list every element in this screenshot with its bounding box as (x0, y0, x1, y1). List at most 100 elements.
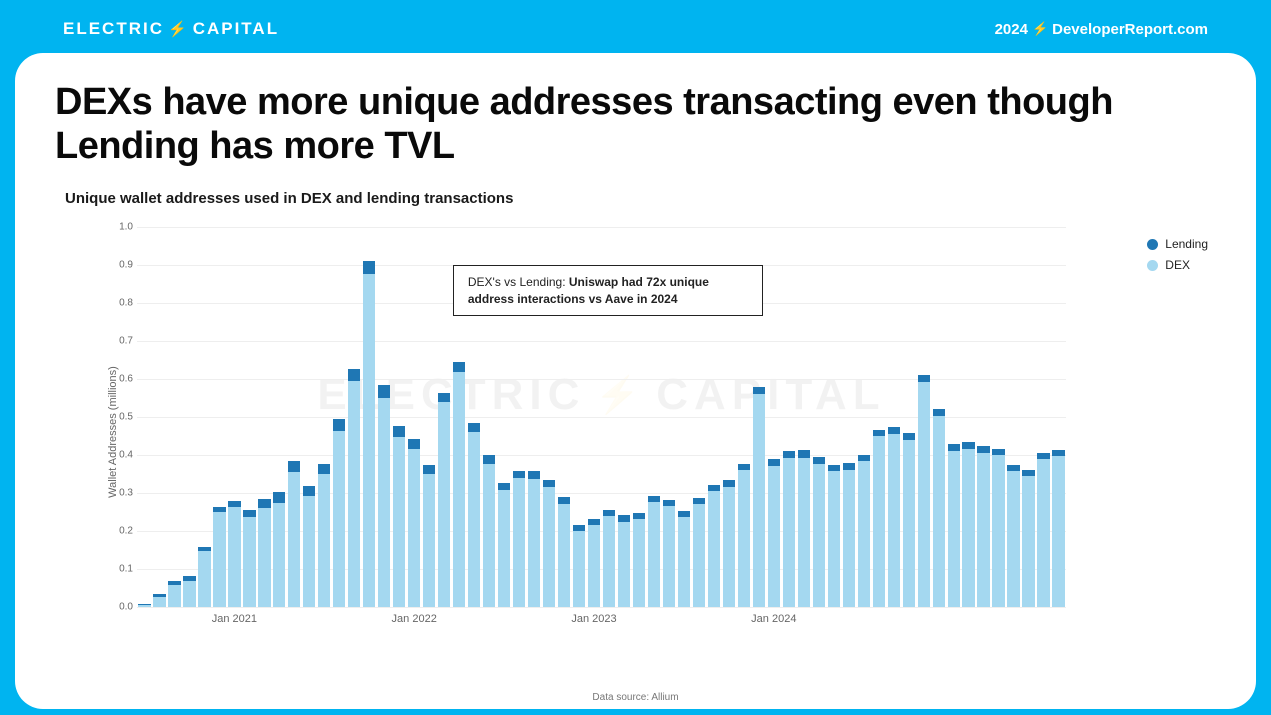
y-tick-label: 0.9 (103, 260, 133, 271)
bar-segment-dex (513, 478, 525, 607)
bar-slot (811, 227, 826, 607)
bar-segment-dex (213, 512, 225, 607)
y-tick-label: 0.4 (103, 450, 133, 461)
brand-left: ELECTRIC (63, 19, 164, 39)
bar-stack (888, 227, 900, 607)
bar-segment-dex (438, 402, 450, 607)
bar-slot (961, 227, 976, 607)
bar-slot (766, 227, 781, 607)
bar-slot (916, 227, 931, 607)
bar-segment-lending (543, 480, 555, 487)
bar-segment-dex (693, 504, 705, 607)
legend: Lending DEX (1147, 237, 1208, 279)
bar-segment-dex (723, 487, 735, 608)
bar-slot (272, 227, 287, 607)
bar-slot (227, 227, 242, 607)
bar-stack (828, 227, 840, 607)
bar-segment-dex (918, 382, 930, 607)
bar-segment-dex (483, 464, 495, 608)
bar-segment-dex (798, 458, 810, 608)
y-tick-label: 0.6 (103, 374, 133, 385)
chart-subtitle: Unique wallet addresses used in DEX and … (65, 190, 1216, 207)
bar-segment-dex (708, 491, 720, 607)
bar-segment-lending (528, 471, 540, 479)
bar-segment-dex (1052, 456, 1064, 607)
grid-line (137, 607, 1066, 608)
legend-item: Lending (1147, 237, 1208, 251)
bar-segment-lending (453, 362, 465, 372)
bar-slot (991, 227, 1006, 607)
bar-stack (423, 227, 435, 607)
content-card: DEXs have more unique addresses transact… (15, 53, 1256, 709)
bar-segment-lending (888, 427, 900, 434)
bar-stack (918, 227, 930, 607)
bar-stack (168, 227, 180, 607)
bar-segment-lending (408, 439, 420, 450)
bar-slot (1036, 227, 1051, 607)
bar-stack (813, 227, 825, 607)
legend-swatch (1147, 239, 1158, 250)
bar-slot (886, 227, 901, 607)
bolt-icon: ⚡ (1032, 21, 1048, 37)
bar-slot (167, 227, 182, 607)
bar-segment-dex (468, 432, 480, 608)
y-tick-label: 1.0 (103, 222, 133, 233)
bar-segment-dex (138, 605, 150, 607)
bar-segment-dex (663, 506, 675, 607)
bar-segment-lending (378, 385, 390, 398)
bar-slot (796, 227, 811, 607)
y-tick-label: 0.2 (103, 526, 133, 537)
bolt-icon: ⚡ (168, 20, 189, 38)
bar-segment-lending (962, 442, 974, 449)
annotation-prefix: DEX's vs Lending: (468, 275, 569, 289)
bar-stack (318, 227, 330, 607)
bar-stack (992, 227, 1004, 607)
legend-item: DEX (1147, 258, 1208, 272)
bar-stack (288, 227, 300, 607)
report-year: 2024 (995, 21, 1028, 38)
bar-segment-dex (543, 487, 555, 607)
bar-segment-dex (273, 503, 285, 608)
bar-segment-dex (633, 519, 645, 607)
y-tick-label: 0.0 (103, 602, 133, 613)
bar-stack (393, 227, 405, 607)
bar-segment-dex (393, 437, 405, 607)
bar-stack (153, 227, 165, 607)
bar-segment-lending (348, 369, 360, 381)
bar-slot (856, 227, 871, 607)
bar-slot (152, 227, 167, 607)
bar-slot (871, 227, 886, 607)
bar-stack (438, 227, 450, 607)
bar-segment-dex (828, 471, 840, 607)
bar-segment-dex (858, 461, 870, 607)
legend-label: DEX (1165, 258, 1190, 272)
bar-segment-lending (948, 444, 960, 451)
bar-segment-dex (303, 496, 315, 607)
bar-slot (302, 227, 317, 607)
bar-segment-dex (783, 458, 795, 607)
data-source-footer: Data source: Allium (15, 692, 1256, 703)
bar-slot (422, 227, 437, 607)
bar-segment-dex (603, 516, 615, 607)
bar-stack (977, 227, 989, 607)
bar-stack (408, 227, 420, 607)
bar-slot (347, 227, 362, 607)
bar-stack (213, 227, 225, 607)
bar-slot (182, 227, 197, 607)
bar-segment-dex (573, 531, 585, 607)
bar-slot (1021, 227, 1036, 607)
bar-segment-dex (948, 451, 960, 608)
bar-segment-dex (408, 449, 420, 607)
bar-segment-dex (153, 597, 165, 608)
bar-segment-lending (258, 499, 270, 507)
bar-segment-lending (798, 450, 810, 458)
bar-slot (212, 227, 227, 607)
x-tick-label: Jan 2024 (751, 613, 796, 625)
bar-slot (377, 227, 392, 607)
bar-segment-dex (843, 470, 855, 608)
bar-stack (873, 227, 885, 607)
bar-segment-dex (228, 507, 240, 608)
bar-slot (362, 227, 377, 607)
bar-slot (332, 227, 347, 607)
bar-slot (841, 227, 856, 607)
